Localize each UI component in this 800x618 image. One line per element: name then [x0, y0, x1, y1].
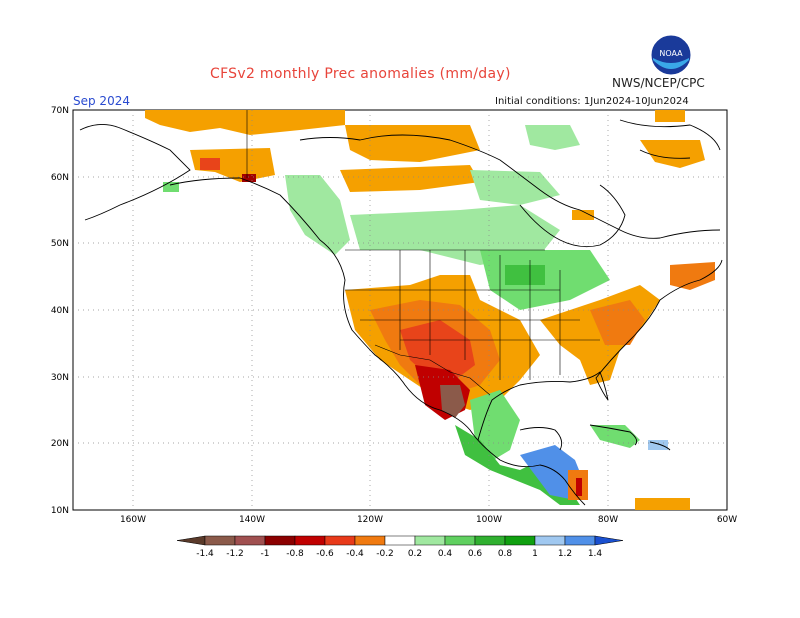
legend-bin [264, 535, 296, 546]
legend-bin [504, 535, 536, 546]
coastline-gulf [477, 259, 723, 441]
legend-tick-label: 0.8 [498, 549, 513, 559]
legend-high-arrow [594, 535, 624, 546]
legend-low-arrow [176, 535, 206, 546]
legend-bin [534, 535, 566, 546]
legend-bin [204, 535, 236, 546]
legend-tick-label: -0.6 [316, 549, 334, 559]
wet-region-caribbean [590, 425, 640, 448]
legend-tick-label: 1.4 [588, 549, 603, 559]
legend-tick-label: -0.4 [346, 549, 364, 559]
lon-label-80w: 80W [598, 515, 618, 525]
lon-label-140w: 140W [239, 515, 265, 525]
legend-tick-label: -0.2 [376, 549, 394, 559]
lat-label-40n: 40N [51, 306, 69, 316]
wet-region-canada-west [285, 175, 350, 255]
legend-tick-label: -0.8 [286, 549, 304, 559]
legend-bin [474, 535, 506, 546]
map-title: CFSv2 monthly Prec anomalies (mm/day) [210, 66, 511, 82]
legend-tick-label: -1.2 [226, 549, 244, 559]
color-legend: -1.4 -1.2 -1 -0.8 -0.6 -0.4 -0.2 0.2 0.4 0.6 0.8 1 1… [176, 535, 624, 559]
legend-bin [384, 535, 416, 546]
lon-label-100w: 100W [476, 515, 502, 525]
lon-labels: 160W 140W 120W 100W 80W 60W [120, 515, 737, 525]
dry-region-canada-central [340, 165, 480, 192]
dry-region-canada-north [345, 125, 480, 162]
lat-label-60n: 60N [51, 173, 69, 183]
legend-bin [324, 535, 356, 546]
legend-bin [414, 535, 446, 546]
lat-label-30n: 30N [51, 373, 69, 383]
coastlines [79, 119, 723, 506]
legend-tick-label: 1 [532, 549, 538, 559]
coastline-yucatan [519, 427, 563, 451]
legend-tick-label: -1 [261, 549, 270, 559]
coastline-greenland [619, 119, 721, 159]
legend-tick-label: -1.4 [196, 549, 214, 559]
wet-region-great-lakes-core [505, 265, 545, 285]
wet-region-hudson-bay [470, 170, 560, 205]
coastline-hudson-bay [519, 184, 626, 248]
lat-labels: 70N 60N 50N 40N 30N 20N 10N [51, 106, 69, 516]
dry-region-mid-atlantic [590, 300, 645, 345]
legend-tick-label: 0.2 [408, 549, 422, 559]
legend-bin [294, 535, 326, 546]
legend-bin [564, 535, 596, 546]
dry-region-new-england [670, 262, 715, 290]
dry-region-alaska-max [242, 174, 256, 182]
dry-region-greenland [655, 110, 685, 122]
lat-label-10n: 10N [51, 506, 69, 516]
dry-region-southwest-core [400, 320, 475, 380]
wet-region-alaska-sw [163, 182, 179, 192]
coastline-cuba [589, 424, 671, 451]
lat-label-70n: 70N [51, 106, 69, 116]
lon-label-160w: 160W [120, 515, 146, 525]
lon-label-60w: 60W [717, 515, 737, 525]
dry-region-hudson [572, 210, 594, 220]
legend-bin [354, 535, 386, 546]
legend-tick-label: 0.6 [468, 549, 483, 559]
legend-bin [444, 535, 476, 546]
dry-region-mexico-max [440, 385, 465, 418]
legend-tick-label: 1.2 [558, 549, 572, 559]
dry-region-arctic [145, 110, 345, 135]
legend-bin [234, 535, 266, 546]
dry-region-south-america [635, 498, 690, 510]
dry-region-northeast [640, 140, 705, 168]
dry-region-alaska [190, 148, 275, 182]
lat-label-50n: 50N [51, 239, 69, 249]
dry-region-central-america-core [576, 478, 582, 496]
coastline-west [79, 124, 586, 506]
dry-region-alaska-peak [200, 158, 220, 170]
graticule [73, 110, 727, 510]
wet-region-greenland [525, 125, 580, 150]
lon-label-120w: 120W [357, 515, 383, 525]
forecast-month: Sep 2024 [73, 94, 130, 108]
political-borders [246, 110, 600, 396]
wet-region-hispaniola [648, 440, 668, 450]
lat-label-20n: 20N [51, 439, 69, 449]
noaa-logo-text: NOAA [659, 49, 683, 58]
organization-label: NWS/NCEP/CPC [612, 76, 705, 90]
coastline-arctic [299, 134, 721, 239]
noaa-logo: NOAA [650, 34, 692, 76]
legend-tick-label: 0.4 [438, 549, 453, 559]
initial-conditions: Initial conditions: 1Jun2024-10Jun2024 [495, 96, 689, 107]
border-us-mexico [374, 344, 491, 396]
